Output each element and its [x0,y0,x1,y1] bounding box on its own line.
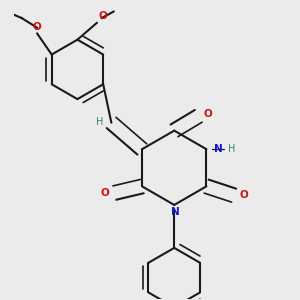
Text: H: H [228,143,236,154]
Text: N: N [172,206,180,217]
Text: O: O [98,11,107,21]
Text: O: O [33,22,41,32]
Text: O: O [101,188,110,198]
Text: N: N [214,143,222,154]
Text: O: O [239,190,248,200]
Text: H: H [96,117,103,127]
Text: O: O [203,110,212,119]
